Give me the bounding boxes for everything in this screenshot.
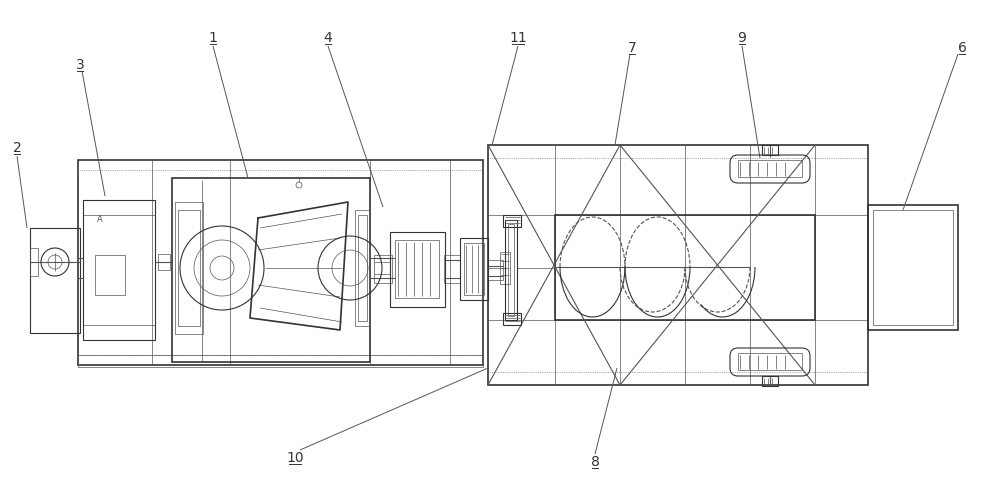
Bar [503, 215, 521, 227]
Text: 10: 10 [286, 451, 304, 465]
Bar [500, 252, 510, 284]
Text: 2: 2 [13, 141, 21, 155]
Bar [158, 254, 170, 270]
Text: 11: 11 [509, 31, 527, 45]
Bar [390, 232, 445, 307]
Bar [508, 224, 514, 316]
Bar [95, 255, 125, 295]
Bar [358, 215, 367, 321]
Bar [505, 220, 517, 320]
Bar [488, 145, 868, 385]
Text: 1: 1 [209, 31, 217, 45]
Bar [83, 200, 155, 340]
Bar [738, 353, 802, 370]
Bar [503, 313, 521, 325]
Text: 6: 6 [958, 41, 966, 55]
Bar [30, 228, 80, 333]
Bar [395, 240, 439, 298]
Bar [444, 255, 460, 283]
Bar [178, 210, 200, 326]
Text: 3: 3 [76, 58, 84, 72]
Bar [460, 238, 488, 300]
Text: 9: 9 [738, 31, 746, 45]
Bar [762, 376, 778, 386]
Bar [355, 210, 370, 326]
Bar [30, 248, 38, 276]
Bar [555, 215, 815, 320]
Bar [78, 355, 483, 367]
Bar [464, 243, 484, 295]
Bar [738, 160, 802, 177]
Text: 8: 8 [591, 455, 599, 469]
Text: 7: 7 [628, 41, 636, 55]
Bar [488, 260, 503, 280]
Bar [374, 255, 392, 283]
Bar [78, 160, 483, 365]
Bar [172, 178, 370, 362]
Bar [175, 202, 203, 334]
Bar [873, 210, 953, 325]
Text: A: A [97, 216, 103, 224]
Text: 4: 4 [324, 31, 332, 45]
Bar [868, 205, 958, 330]
Bar [762, 145, 778, 155]
